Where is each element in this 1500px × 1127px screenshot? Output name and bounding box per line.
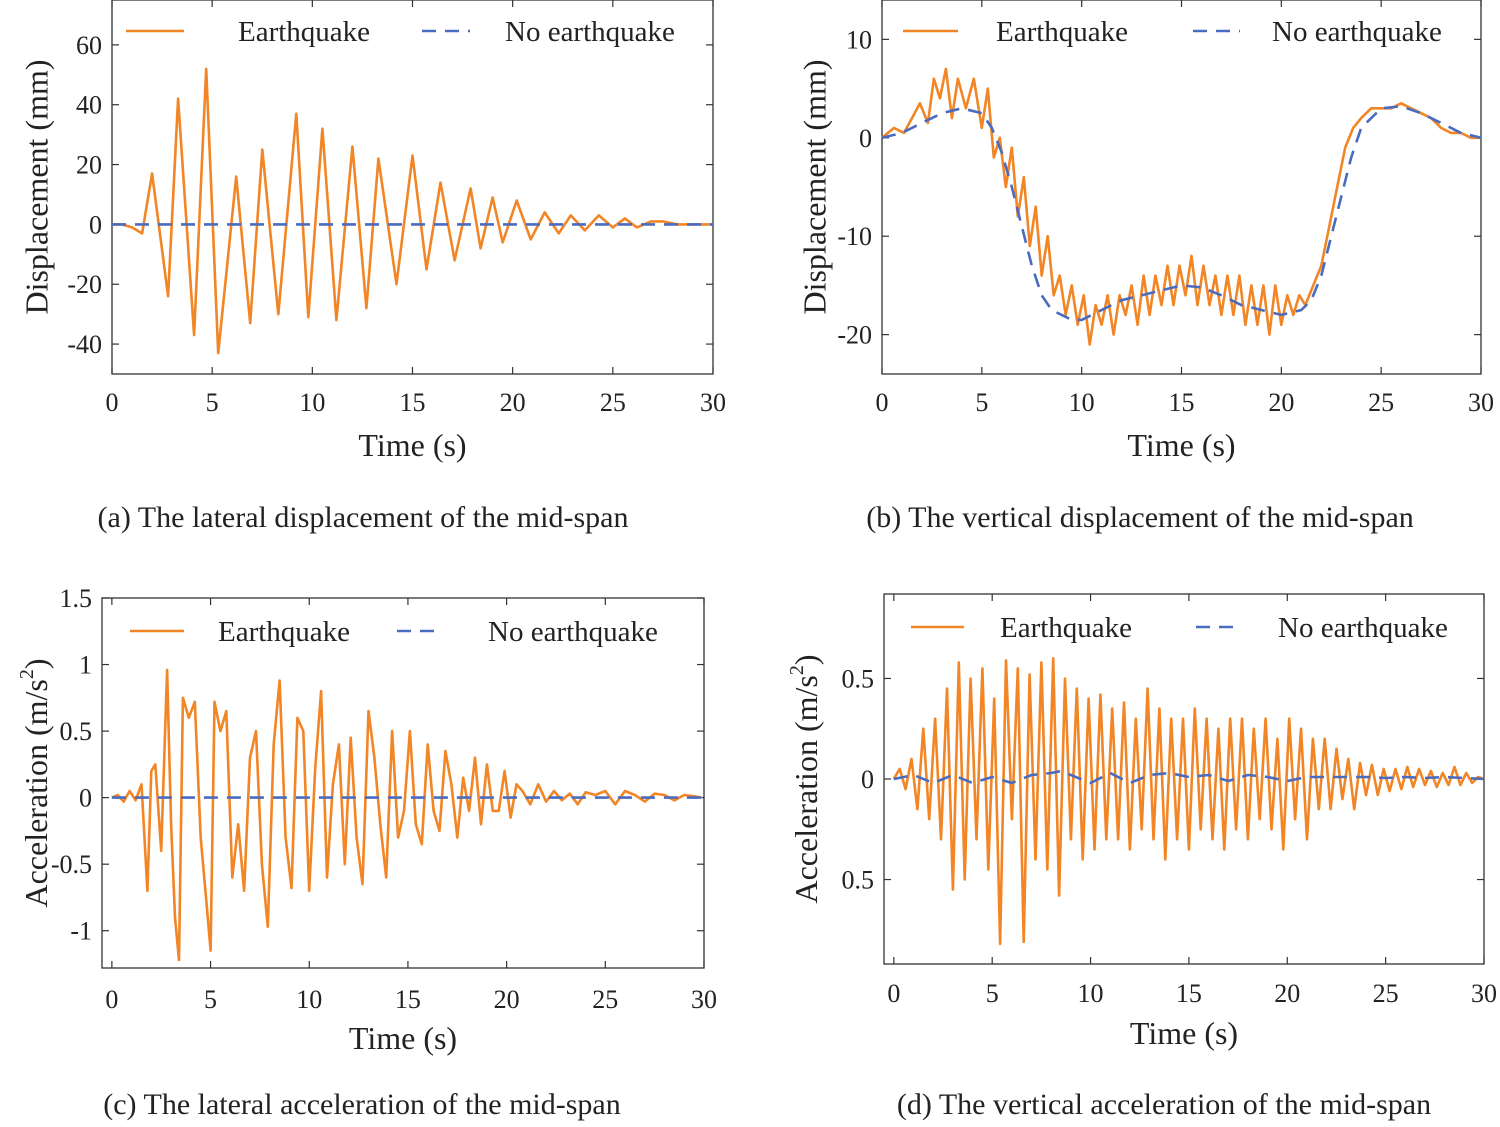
x-tick-label: 5	[204, 985, 217, 1014]
y-tick-label: -1	[70, 917, 92, 946]
x-tick-label: 0	[876, 388, 889, 417]
x-tick-label: 15	[395, 985, 421, 1014]
x-tick-label: 30	[700, 388, 726, 417]
y-axis-label: Displacement (mm)	[796, 59, 832, 314]
x-tick-label: 20	[1268, 388, 1294, 417]
x-tick-label: 10	[1078, 979, 1104, 1008]
x-tick-label: 0	[887, 979, 900, 1008]
series-earthquake-line	[112, 67, 713, 355]
y-tick-label: -20	[67, 270, 102, 299]
x-tick-label: 0	[105, 985, 118, 1014]
series-no-earthquake-line	[893, 769, 1485, 785]
plot-frame	[881, 0, 1482, 375]
panel-caption: (c) The lateral acceleration of the mid-…	[103, 1088, 621, 1121]
legend-no-earthquake-label: No earthquake	[1278, 612, 1448, 644]
y-axis-label: Acceleration (m/s2)	[16, 659, 55, 908]
panel-caption: (a) The lateral displacement of the mid-…	[98, 501, 629, 534]
y-tick-label: -20	[837, 321, 872, 350]
x-tick-label: 15	[1169, 388, 1195, 417]
series-earthquake-line	[892, 656, 1485, 946]
x-tick-label: 15	[400, 388, 426, 417]
series-earthquake-line	[881, 67, 1481, 346]
panel-c: 0 5 10 15 20 25 30 -1 -0.5 0 0.5 1 1.5 Earthquake No e…	[16, 584, 717, 1121]
panel-b: 0 5 10 15 20 25 30 -20 -10 0 10 Earthquake No earthq…	[796, 0, 1494, 534]
x-tick-label: 5	[975, 388, 988, 417]
legend-earthquake-label: Earthquake	[218, 616, 350, 648]
x-tick-label: 25	[1373, 979, 1399, 1008]
legend-earthquake-label: Earthquake	[996, 16, 1128, 48]
x-axis-label: Time (s)	[349, 1020, 457, 1056]
x-tick-label: 20	[1274, 979, 1300, 1008]
plot-frame	[101, 597, 705, 969]
x-tick-label: 10	[299, 388, 325, 417]
y-tick-label: 0.5	[842, 664, 875, 693]
y-axis-label: Acceleration (m/s2)	[786, 655, 825, 904]
y-tick-label: 0	[79, 784, 92, 813]
x-tick-label: 5	[986, 979, 999, 1008]
x-tick-label: 25	[600, 388, 626, 417]
y-tick-label: 1	[79, 651, 92, 680]
y-tick-label: 40	[76, 91, 102, 120]
x-tick-label: 25	[592, 985, 618, 1014]
x-tick-label: 30	[1471, 979, 1497, 1008]
x-axis-label: Time (s)	[1130, 1015, 1238, 1051]
y-tick-label: -10	[837, 222, 872, 251]
panel-d: 0 5 10 15 20 25 30 0.5 0 0.5 Earthquake No earthqua…	[786, 593, 1497, 1121]
y-tick-label: 20	[76, 151, 102, 180]
plot-frame	[111, 0, 714, 375]
x-tick-label: 25	[1368, 388, 1394, 417]
legend-no-earthquake-label: No earthquake	[505, 16, 675, 48]
panel-caption: (d) The vertical acceleration of the mid…	[897, 1088, 1431, 1121]
panel-caption: (b) The vertical displacement of the mid…	[866, 501, 1414, 534]
x-tick-label: 10	[1069, 388, 1095, 417]
y-tick-label: 0.5	[60, 717, 93, 746]
panel-a: 0 5 10 15 20 25 30 -40 -20 0 20 40 60 Earthquake No ea…	[18, 0, 726, 534]
y-tick-label: 60	[76, 31, 102, 60]
x-tick-label: 15	[1176, 979, 1202, 1008]
x-axis-label: Time (s)	[358, 427, 466, 463]
legend-earthquake-label: Earthquake	[1000, 612, 1132, 644]
y-tick-label: -40	[67, 330, 102, 359]
x-axis-label: Time (s)	[1127, 427, 1235, 463]
y-tick-label: 0	[861, 765, 874, 794]
series-earthquake-line	[111, 668, 703, 962]
x-tick-label: 10	[296, 985, 322, 1014]
x-tick-label: 30	[1468, 388, 1494, 417]
x-tick-label: 20	[494, 985, 520, 1014]
y-axis-label: Displacement (mm)	[18, 59, 54, 314]
x-tick-label: 5	[206, 388, 219, 417]
y-tick-label: 1.5	[60, 584, 93, 613]
legend-no-earthquake-label: No earthquake	[1272, 16, 1442, 48]
legend-earthquake-label: Earthquake	[238, 16, 370, 48]
y-tick-label: 0.5	[842, 866, 875, 895]
y-tick-label: 0	[89, 210, 102, 239]
y-tick-label: 0	[859, 124, 872, 153]
x-tick-label: 30	[691, 985, 717, 1014]
x-tick-label: 0	[106, 388, 119, 417]
legend-no-earthquake-label: No earthquake	[488, 616, 658, 648]
y-tick-label: 10	[846, 25, 872, 54]
series-no-earthquake-line	[881, 105, 1482, 322]
x-tick-label: 20	[500, 388, 526, 417]
y-tick-label: -0.5	[51, 850, 92, 879]
